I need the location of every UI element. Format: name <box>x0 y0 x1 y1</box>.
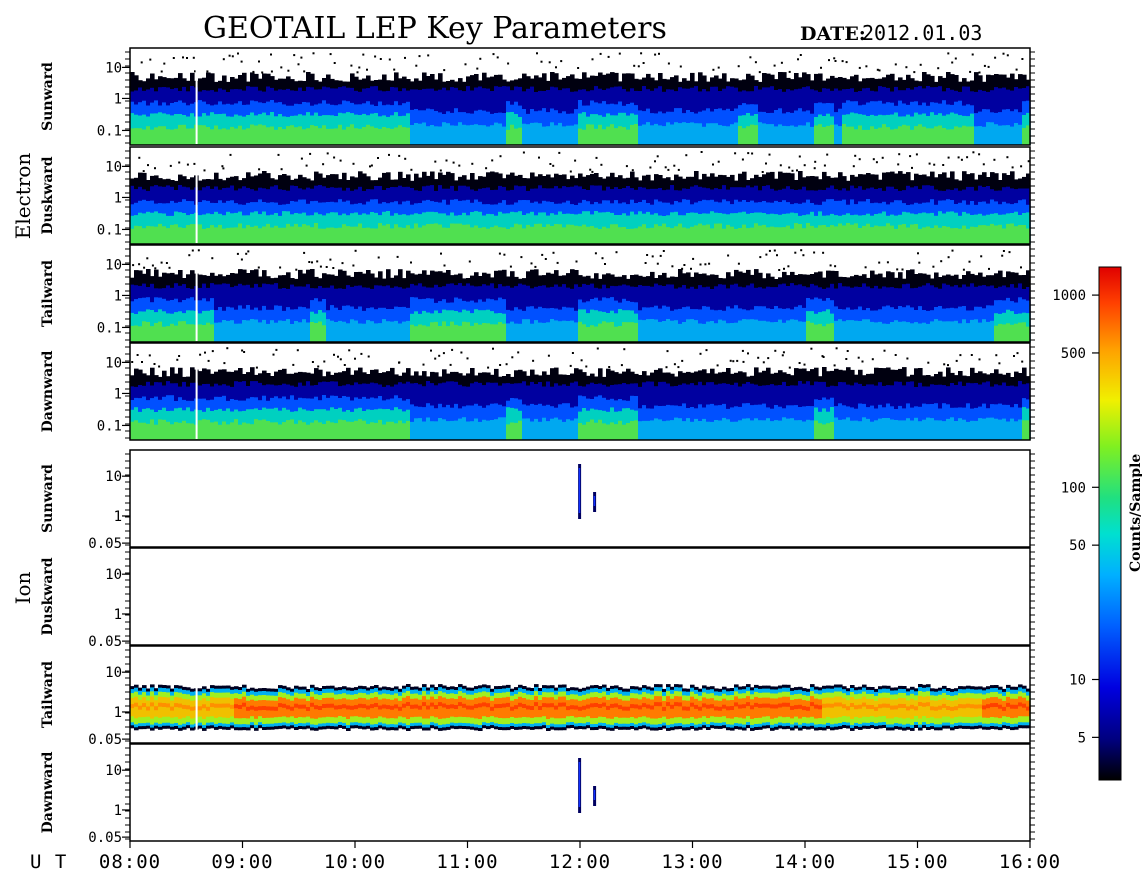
x-tick-label: 14:00 <box>774 851 836 873</box>
y-axis-labels: 0.1 1 10 Sunward 0.1 1 10 Duskward 0.1 1 10 Tailwar… <box>11 60 130 846</box>
panel-label: Sunward <box>40 464 56 533</box>
panel-electron-duskward <box>125 146 1035 245</box>
panel-label: Tailward <box>40 661 56 728</box>
time-axis: U T 08:00 09:00 10:00 11:00 12:00 13:00 14:00 15… <box>30 841 1061 873</box>
y-tick-label: 1 <box>114 288 122 304</box>
colorbar: Counts/Sample 5 10 50 100 500 1000 <box>1052 266 1142 781</box>
panel-frame <box>129 47 1031 146</box>
x-tick-label: 15:00 <box>886 851 948 873</box>
y-tick-label: 0.1 <box>97 418 122 434</box>
x-tick-label: 12:00 <box>549 851 611 873</box>
panel-ion-dawnward <box>125 743 1035 842</box>
colorbar-tick-label: 5 <box>1078 730 1086 746</box>
y-tick-label: 1 <box>114 190 122 206</box>
x-tick-label: 16:00 <box>999 851 1061 873</box>
colorbar-label: Counts/Sample <box>1128 454 1142 572</box>
panel-label: Duskward <box>40 557 56 635</box>
panel-electron-tailward <box>125 244 1035 343</box>
colorbar-tick-label: 1000 <box>1052 288 1086 304</box>
y-tick-label: 10 <box>105 159 122 175</box>
y-tick-label: 10 <box>105 763 122 779</box>
panel-ion-sunward <box>125 449 1035 548</box>
x-axis-label: U T <box>30 851 67 873</box>
y-tick-label: 10 <box>105 665 122 681</box>
panel-label: Dawnward <box>40 751 56 833</box>
panel-label: Sunward <box>40 62 56 131</box>
y-tick-label: 1 <box>114 509 122 525</box>
colorbar-tick-label: 10 <box>1069 672 1086 688</box>
y-tick-label: 0.1 <box>97 222 122 238</box>
colorbar-scale <box>1098 266 1122 781</box>
y-tick-label: 10 <box>105 257 122 273</box>
group-label: Ion <box>11 571 35 604</box>
x-tick-label: 10:00 <box>324 851 386 873</box>
panel-ion-tailward <box>125 645 1035 744</box>
y-tick-label: 10 <box>105 469 122 485</box>
colorbar-tick-label: 50 <box>1069 538 1086 554</box>
panel-frame <box>129 146 1031 245</box>
y-tick-label: 0.1 <box>97 123 122 139</box>
panel-frame <box>129 342 1031 441</box>
y-tick-label: 1 <box>114 607 122 623</box>
colorbar-tick-label: 100 <box>1061 480 1086 496</box>
y-tick-label: 0.1 <box>97 320 122 336</box>
spectrogram-panels <box>125 47 1035 842</box>
colorbar-tick-label: 500 <box>1061 346 1086 362</box>
y-tick-label: 1 <box>114 386 122 402</box>
y-tick-label: 1 <box>114 91 122 107</box>
y-tick-label: 1 <box>114 803 122 819</box>
figure-title: GEOTAIL LEP Key Parameters <box>203 11 667 46</box>
panel-label: Tailward <box>40 260 56 327</box>
panel-frame <box>129 645 1031 744</box>
y-tick-label: 0.05 <box>88 634 122 650</box>
panel-label: Duskward <box>40 156 56 234</box>
panel-electron-sunward <box>125 47 1035 146</box>
x-tick-label: 11:00 <box>436 851 498 873</box>
group-label: Electron <box>11 153 35 240</box>
panel-frame <box>129 244 1031 343</box>
x-tick-label: 09:00 <box>211 851 273 873</box>
y-tick-label: 10 <box>105 567 122 583</box>
y-tick-label: 0.05 <box>88 732 122 748</box>
panel-label: Dawnward <box>40 350 56 432</box>
date-value: 2012.01.03 <box>862 21 982 45</box>
x-tick-label: 13:00 <box>661 851 723 873</box>
panel-frame <box>129 449 1031 548</box>
panel-electron-dawnward <box>125 342 1035 441</box>
panel-frame <box>129 547 1031 646</box>
x-tick-label: 08:00 <box>99 851 161 873</box>
y-tick-label: 0.05 <box>88 830 122 846</box>
y-tick-label: 1 <box>114 705 122 721</box>
y-tick-label: 0.05 <box>88 536 122 552</box>
date-label: DATE: <box>800 23 866 45</box>
panel-ion-duskward <box>125 547 1035 646</box>
y-tick-label: 10 <box>105 355 122 371</box>
y-tick-label: 10 <box>105 60 122 76</box>
